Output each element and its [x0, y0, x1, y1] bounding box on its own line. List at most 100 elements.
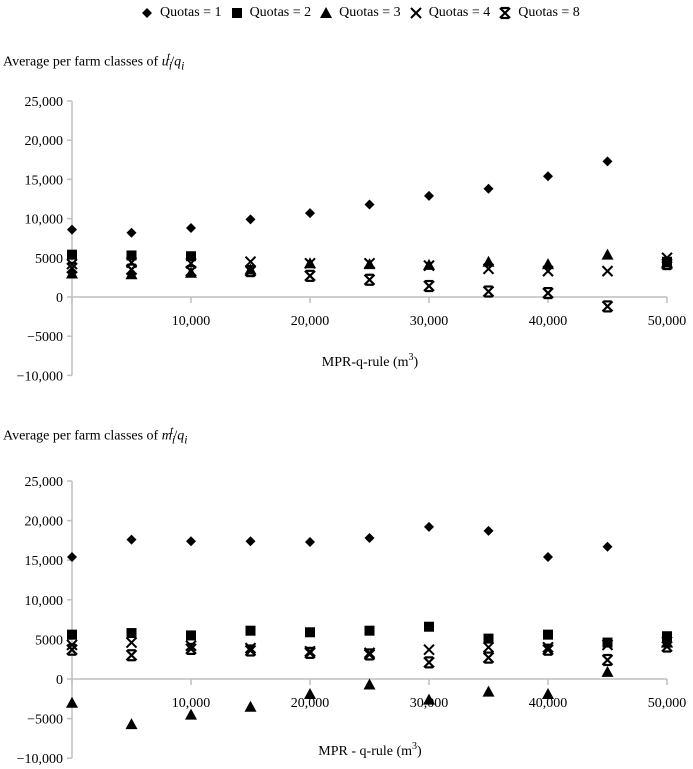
square-marker-icon [186, 630, 196, 641]
square-marker-icon [67, 629, 77, 640]
x-marker-icon [363, 647, 376, 659]
y-tick-label: 10,000 [25, 594, 64, 609]
diamond-marker-icon [364, 199, 375, 210]
diamond-marker-icon [186, 223, 196, 234]
triangle-marker-icon [661, 636, 673, 648]
triangle-marker-icon [125, 268, 138, 280]
triangle-marker-icon [66, 267, 78, 279]
y-tick-label: 15,000 [25, 554, 64, 569]
asterisk-marker-icon [423, 279, 435, 293]
triangle-marker-icon [482, 685, 495, 697]
square-marker-icon [186, 251, 196, 262]
asterisk-marker-icon [482, 651, 495, 664]
square-marker-icon [483, 633, 494, 644]
diamond-marker-icon [126, 534, 137, 545]
asterisk-marker-icon [499, 6, 512, 20]
triangle-icon [320, 7, 333, 18]
triangle-marker-icon [542, 688, 554, 700]
diamond-marker-icon [126, 227, 137, 238]
diamond-marker-icon [186, 536, 196, 547]
series-quotas2 [67, 249, 672, 267]
legend-label: Quotas = 2 [249, 5, 312, 20]
diamond-marker-icon [67, 552, 77, 563]
diamond-marker-icon [305, 536, 315, 547]
bottom-title-var: m [161, 428, 172, 444]
y-tick-label: 10,000 [25, 213, 64, 228]
asterisk-marker-icon [482, 285, 495, 298]
chart-legend: Quotas = 1 Quotas = 2 Quotas = 3 Quotas = 4… [140, 2, 660, 24]
series-quotas2 [67, 621, 672, 648]
square-marker-icon [364, 625, 375, 636]
legend-label: Quotas = 4 [428, 5, 491, 20]
y-tick-label: −5000 [27, 330, 63, 345]
square-marker-icon [67, 249, 77, 260]
triangle-marker-icon [304, 688, 316, 700]
triangle-marker-icon [423, 693, 435, 705]
series-quotas8 [66, 640, 673, 669]
y-tick-label: 15,000 [25, 173, 64, 188]
square-marker-icon [126, 250, 137, 261]
asterisk-marker-icon [601, 300, 614, 313]
diamond-marker-icon [543, 171, 553, 182]
legend-item-quotas-3: Quotas = 3 [319, 5, 401, 21]
series-quotas1 [67, 521, 613, 563]
y-tick-label: 25,000 [25, 95, 64, 110]
x-marker-icon [66, 639, 78, 651]
x-marker-icon [601, 265, 614, 277]
legend-item-quotas-8: Quotas = 8 [498, 5, 580, 21]
x-marker-icon [304, 645, 316, 657]
x-marker-icon [244, 642, 257, 654]
diamond-marker-icon [483, 183, 494, 194]
diamond-marker-icon [424, 521, 434, 532]
triangle-marker-icon [66, 696, 78, 708]
series-quotas1 [67, 156, 613, 238]
top-panel-title: Average per farm classes of uit/qi [3, 50, 185, 73]
triangle-marker-icon [363, 678, 376, 690]
top-scatter-chart: 25,000 20,000 15,000 10,000 5000 0 −5000 −10,00… [17, 95, 687, 384]
legend-label: Quotas = 8 [518, 5, 580, 20]
y-tick-label: 0 [56, 673, 63, 688]
bottom-panel-title: Average per farm classes of mit/qi [3, 424, 188, 447]
x-marker-icon [66, 258, 78, 270]
square-marker-icon [662, 631, 672, 642]
axes: 25,000 20,000 15,000 10,000 5000 0 −5000 −10,00… [17, 95, 687, 384]
bottom-title-text: Average per farm classes of [3, 428, 162, 444]
y-tick-label: −10,000 [17, 752, 63, 767]
x-marker-icon [125, 636, 138, 649]
diamond-marker-icon [602, 541, 613, 552]
bottom-scatter-chart: 25,000 20,000 15,000 10,000 5000 0 −5000 −10,00… [17, 475, 687, 767]
y-tick-label: 0 [56, 291, 63, 306]
x-tick-label: 10,000 [172, 696, 211, 711]
x-marker-icon [542, 641, 554, 654]
series-quotas3 [66, 636, 673, 730]
y-tick-label: 5000 [35, 633, 63, 648]
square-marker-icon [543, 629, 553, 640]
diamond-marker-icon [543, 552, 553, 563]
x-tick-label: 30,000 [410, 314, 449, 329]
asterisk-icon [499, 6, 512, 20]
x-tick-label: 40,000 [529, 696, 568, 711]
series-quotas3 [66, 248, 673, 280]
legend-label: Quotas = 1 [160, 5, 222, 20]
x-axis-title: MPR-q-rule (m3) [322, 352, 419, 370]
diamond-marker-icon [483, 525, 494, 536]
diamond-marker-icon [305, 208, 315, 219]
legend-item-quotas-1: Quotas = 1 [140, 5, 222, 21]
x-cross-icon [409, 7, 422, 19]
asterisk-marker-icon [125, 649, 138, 662]
x-tick-label: 20,000 [291, 314, 330, 329]
x-marker-icon [185, 640, 197, 652]
diamond-marker-icon [245, 214, 256, 225]
y-tick-label: 20,000 [25, 134, 64, 149]
triangle-marker-icon [244, 263, 257, 275]
asterisk-marker-icon [66, 643, 78, 656]
legend-label: Quotas = 3 [339, 5, 401, 20]
top-title-text: Average per farm classes of [3, 54, 162, 70]
square-marker-icon [245, 625, 256, 636]
triangle-marker-icon [244, 700, 257, 712]
diamond-marker-icon [364, 533, 375, 544]
triangle-marker-icon [125, 718, 138, 730]
diamond-icon [142, 8, 152, 18]
axes: 25,000 20,000 15,000 10,000 5000 0 −5000 −10,00… [17, 475, 687, 767]
x-marker-icon [482, 641, 495, 654]
